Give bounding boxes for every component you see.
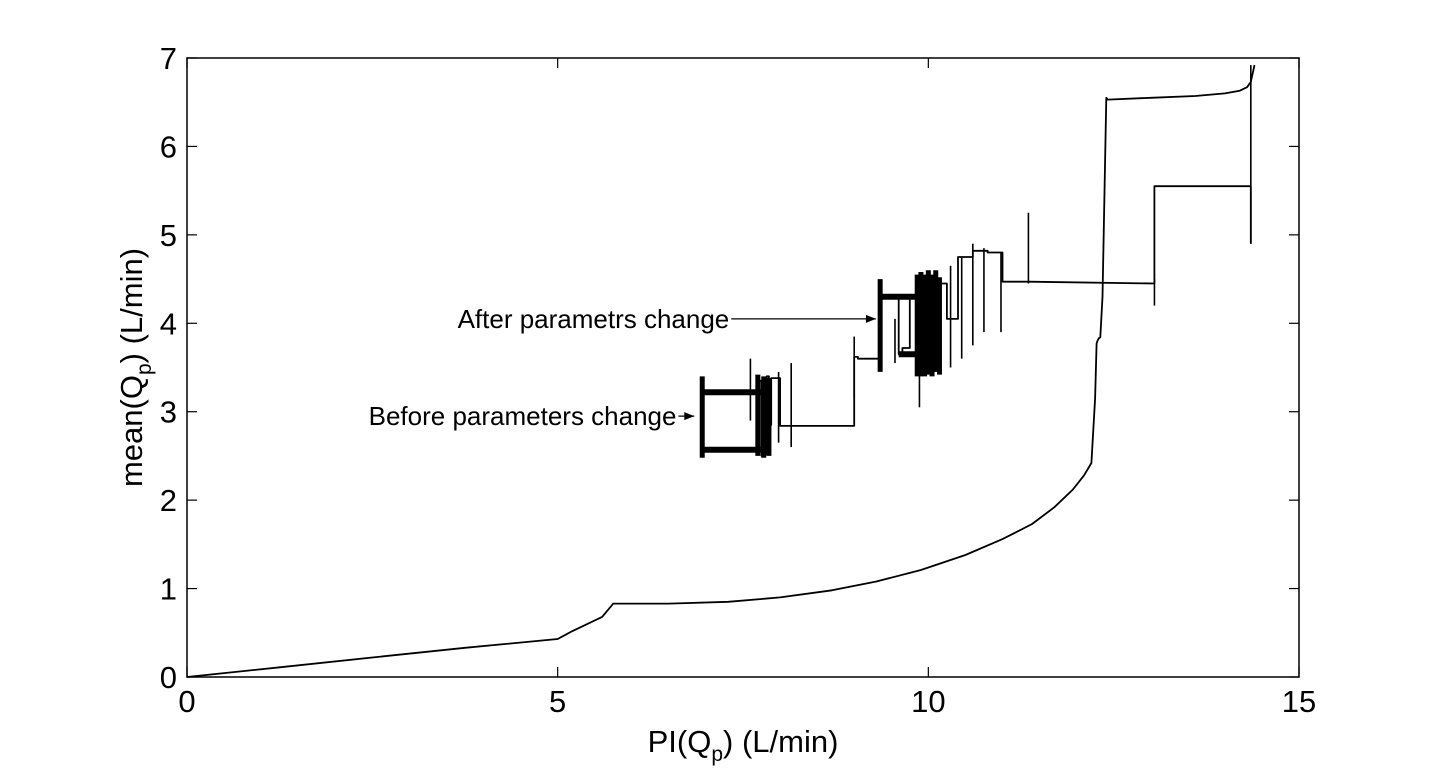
annotations-layer: Before parameters change After parametrs … — [369, 304, 876, 431]
series-line-upper-branch-series — [701, 185, 1252, 457]
y-axis-title-main: mean(Q — [114, 375, 149, 487]
ticks-layer: 0 5 10 15 0 1 2 3 4 5 6 7 — [160, 41, 1316, 719]
y-axis-title: mean(Qp) (L/min) — [114, 248, 156, 487]
y-tick-label: 6 — [160, 129, 177, 164]
y-tick-label: 2 — [160, 483, 177, 518]
y-tick-label: 0 — [160, 660, 177, 695]
x-axis-title-main: PI(Q — [648, 724, 712, 759]
x-axis-title: PI(Qp) (L/min) — [648, 724, 839, 766]
x-tick-label: 15 — [1282, 684, 1316, 719]
y-tick-label: 7 — [160, 41, 177, 76]
y-tick-label: 5 — [160, 218, 177, 253]
axes-box — [186, 57, 1300, 678]
x-axis-title-sub: p — [711, 743, 723, 766]
y-tick-label: 3 — [160, 395, 177, 430]
x-tick-label: 5 — [549, 684, 566, 719]
annotation-arrow-head-0 — [684, 412, 695, 421]
x-tick-label: 10 — [911, 684, 945, 719]
series-layer — [186, 64, 1256, 678]
y-tick-label: 4 — [160, 306, 177, 341]
annotation-text-1: After parametrs change — [458, 304, 730, 334]
x-axis-title-tail: ) (L/min) — [723, 724, 838, 759]
y-tick-label: 1 — [160, 572, 177, 607]
series-line-trajectory — [186, 64, 1256, 678]
annotation-text-0: Before parameters change — [369, 401, 677, 431]
y-axis-title-sub: p — [133, 363, 156, 375]
annotation-arrow-head-1 — [865, 314, 876, 323]
y-axis-title-tail: ) (L/min) — [114, 248, 149, 363]
x-tick-label: 0 — [178, 684, 195, 719]
